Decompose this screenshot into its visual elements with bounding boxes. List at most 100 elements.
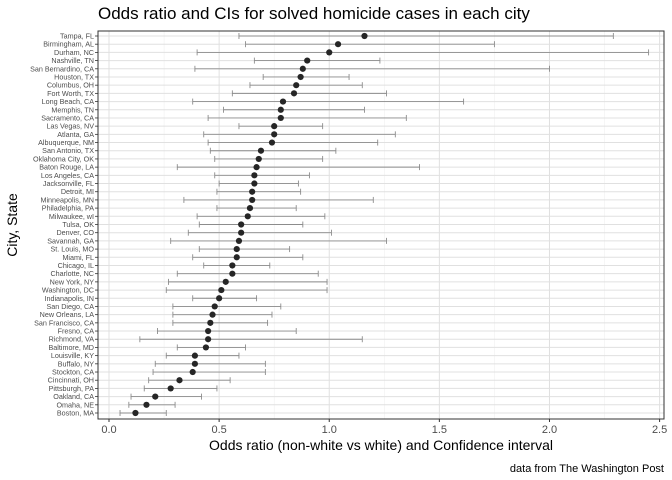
y-tick-label: New Orleans, LA (40, 310, 95, 319)
y-tick-label: San Bernardino, CA (30, 64, 94, 73)
y-tick-label: Boston, MA (57, 409, 94, 418)
estimate-point (244, 213, 251, 220)
estimate-point (235, 237, 243, 244)
estimate-point (205, 336, 212, 343)
estimate-point (293, 82, 300, 89)
x-axis-title: Odds ratio (non-white vs white) and Conf… (209, 437, 553, 453)
estimate-point (229, 262, 236, 269)
y-tick-label: Oakland, CA (53, 392, 94, 401)
y-tick-label: Columbus, OH (47, 81, 94, 90)
y-tick-label: Baltimore, MD (48, 343, 94, 352)
y-tick-label: Jacksonville, FL (43, 179, 94, 188)
estimate-point (277, 114, 284, 122)
y-tick-label: Milwaukee, wI (49, 212, 94, 221)
estimate-point (361, 32, 368, 40)
estimate-point (218, 286, 225, 294)
estimate-point (297, 73, 304, 81)
estimate-point (257, 147, 265, 154)
estimate-point (249, 188, 256, 195)
estimate-point (205, 327, 212, 335)
y-tick-label: Houston, TX (54, 72, 94, 81)
y-tick-label: Baton Rouge, LA (39, 163, 94, 172)
y-tick-label: San Francisco, CA (34, 318, 94, 327)
y-tick-label: Los Angeles, CA (41, 171, 94, 180)
y-tick-label: Tampa, FL (60, 32, 94, 41)
estimate-point (152, 393, 159, 400)
estimate-point (299, 65, 306, 72)
estimate-point (255, 155, 262, 163)
estimate-point (251, 172, 258, 179)
y-tick-label: Long Beach, CA (42, 97, 95, 106)
chart-caption: data from The Washington Post (510, 463, 664, 475)
y-tick-label: Fresno, CA (58, 327, 95, 336)
y-tick-label: Louisville, KY (51, 351, 94, 360)
y-tick-label: Memphis, TN (51, 105, 94, 114)
estimate-point (271, 131, 278, 138)
estimate-point (326, 49, 333, 56)
y-tick-label: New York, NY (50, 277, 95, 286)
estimate-point (207, 319, 214, 326)
estimate-point (249, 196, 256, 204)
estimate-point (202, 344, 210, 351)
x-tick-label: 2.5 (652, 424, 667, 436)
estimate-point (191, 360, 199, 367)
estimate-point (216, 295, 223, 302)
estimate-point (229, 270, 236, 277)
estimate-point (233, 245, 240, 253)
y-tick-label: Savannah, GA (47, 236, 94, 245)
y-axis-title: City, State (4, 193, 20, 257)
y-tick-label: Tulsa, OK (62, 220, 94, 229)
estimate-point (143, 401, 150, 408)
estimate-point (246, 205, 254, 212)
y-tick-label: Buffalo, NY (58, 359, 94, 368)
y-tick-label: Washington, DC (42, 286, 94, 295)
y-tick-label: Cincinnati, OH (48, 376, 94, 385)
y-tick-label: Albuquerque, NM (38, 138, 94, 147)
y-tick-label: Miami, FL (62, 253, 94, 262)
error-bars (119, 33, 650, 416)
estimate-point (189, 368, 196, 376)
estimate-point (277, 106, 284, 113)
y-tick-label: San Antonio, TX (42, 146, 94, 155)
panel-border (97, 30, 665, 420)
x-tick-label: 1.0 (322, 424, 337, 436)
estimate-point (167, 385, 174, 392)
y-tick-label: Fort Worth, TX (47, 89, 94, 98)
y-tick-label: Omaha, NE (56, 400, 94, 409)
estimate-point (238, 229, 245, 236)
y-tick-label: Philadelphia, PA (42, 204, 94, 213)
y-tick-label: Richmond, VA (49, 335, 95, 344)
estimate-point (191, 352, 199, 359)
y-tick-label: Oklahoma City, OK (33, 154, 94, 163)
y-tick-label: Stockton, CA (52, 368, 94, 377)
estimate-point (233, 254, 240, 261)
y-tick-label: Indianapolis, IN (44, 294, 94, 303)
x-tick-label: 0.0 (101, 424, 116, 436)
x-tick-label: 2.0 (542, 424, 557, 436)
y-tick-label: Pittsburgh, PA (49, 384, 95, 393)
estimate-point (251, 180, 258, 187)
y-tick-label: Durham, NC (54, 48, 94, 57)
y-tick-label: Chicago, IL (58, 261, 94, 270)
estimate-point (222, 278, 229, 285)
estimate-point (268, 139, 276, 146)
x-tick-label: 0.5 (211, 424, 226, 436)
x-tick-label: 1.5 (432, 424, 447, 436)
y-tick-label: Minneapolis, MN (40, 195, 94, 204)
x-axis-tick-labels: 0.0 0.5 1.0 1.5 2.0 2.5 (101, 419, 667, 436)
y-tick-label: Nashville, TN (51, 56, 94, 65)
plot-panel (97, 30, 665, 420)
estimate-point (290, 90, 298, 97)
estimate-point (132, 409, 139, 417)
estimate-point (253, 164, 260, 171)
y-tick-label: St. Louis, MO (50, 245, 94, 254)
estimate-points (132, 32, 368, 417)
y-tick-label: Denver, CO (56, 228, 94, 237)
estimate-point (334, 41, 342, 48)
y-tick-label: Birmingham, AL (43, 40, 94, 49)
estimate-point (176, 377, 183, 384)
y-tick-label: San Diego, CA (46, 302, 94, 311)
y-tick-label: Sacramento, CA (41, 113, 94, 122)
